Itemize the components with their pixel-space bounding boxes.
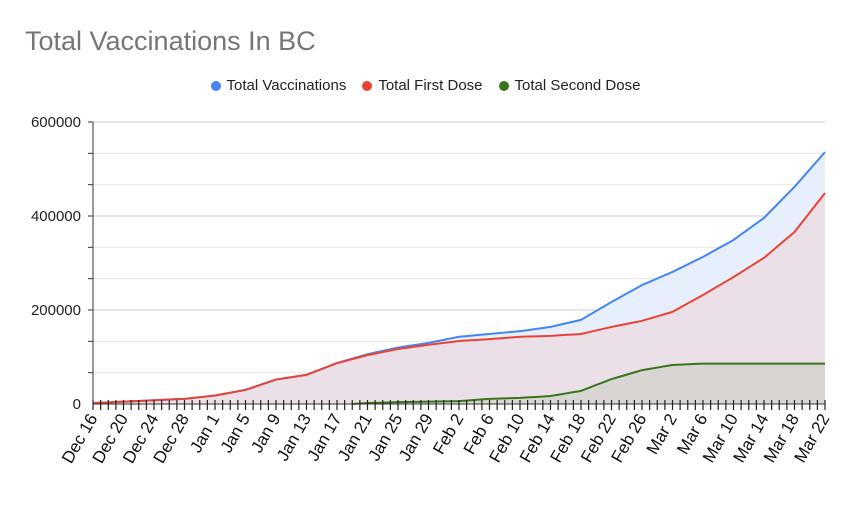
y-tick-label: 600000 xyxy=(31,114,81,131)
x-tick-label: Jan 1 xyxy=(186,411,223,457)
legend-item-total-first-dose[interactable]: Total First Dose xyxy=(362,77,483,94)
legend-swatch-icon xyxy=(362,80,373,91)
y-tick-label: 200000 xyxy=(31,302,81,319)
legend-item-total-vaccinations[interactable]: Total Vaccinations xyxy=(210,77,347,94)
legend: Total Vaccinations Total First Dose Tota… xyxy=(0,77,851,94)
chart-title: Total Vaccinations In BC xyxy=(25,26,316,56)
legend-swatch-icon xyxy=(210,80,221,91)
line-total-first-dose xyxy=(92,192,826,405)
legend-item-total-second-dose[interactable]: Total Second Dose xyxy=(498,77,641,94)
y-tick-label: 400000 xyxy=(31,208,81,225)
x-tick-label: Feb 2 xyxy=(429,411,467,458)
legend-swatch-icon xyxy=(498,80,509,91)
legend-label: Total First Dose xyxy=(378,77,483,94)
line-total-second-dose xyxy=(352,362,825,405)
legend-label: Total Vaccinations xyxy=(226,77,347,94)
area-total-second-dose xyxy=(352,363,825,404)
area-total-first-dose xyxy=(93,192,825,404)
legend-label: Total Second Dose xyxy=(514,77,641,94)
x-tick-label: Mar 2 xyxy=(643,411,681,458)
y-tick-label: 0 xyxy=(73,396,81,413)
x-tick-label: Jan 5 xyxy=(217,411,254,457)
